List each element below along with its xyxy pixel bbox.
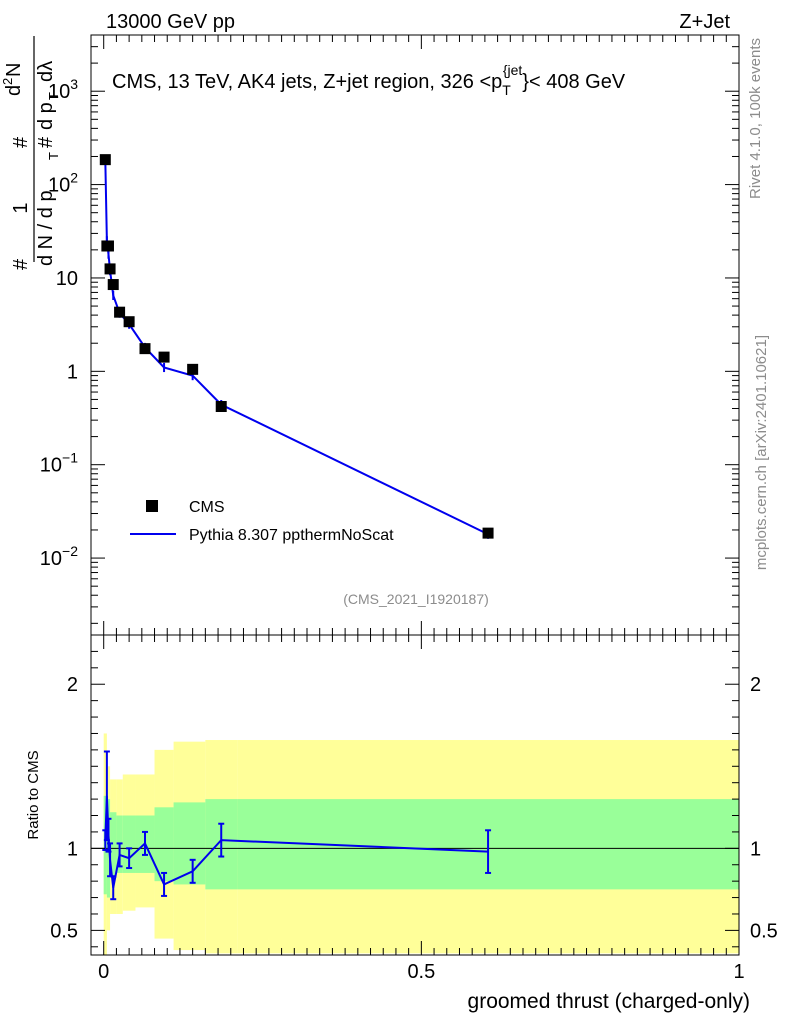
mc-series-main xyxy=(104,155,490,539)
ratio-frame xyxy=(90,634,740,956)
analysis-watermark: (CMS_2021_I1920187) xyxy=(343,591,489,607)
x-tick-label: 0.5 xyxy=(407,961,435,983)
ratio-y-tick-label: 2 xyxy=(67,674,78,696)
legend-label-pythia: Pythia 8.307 ppthermNoScat xyxy=(189,527,394,544)
mc-series-ratio xyxy=(102,750,492,901)
legend-marker-cms xyxy=(146,500,158,512)
svg-text:d p: d p xyxy=(35,102,57,130)
svg-text:#: # xyxy=(10,136,32,148)
process-label: Z+Jet xyxy=(679,11,730,33)
x-tick-labels: 0 0.5 1 xyxy=(98,961,744,983)
y-tick-label: 1 xyxy=(67,361,78,383)
y-tick-label: 102 xyxy=(48,170,78,197)
svg-text:T: T xyxy=(46,152,61,160)
main-axis-ticks xyxy=(91,34,740,635)
y-tick-label: 10−2 xyxy=(40,543,78,570)
y-tick-label: 10 xyxy=(56,268,78,290)
data-point xyxy=(139,343,151,355)
y-tick-label: 10−1 xyxy=(40,450,78,477)
ratio-y-axis-label: Ratio to CMS xyxy=(25,750,42,839)
data-point xyxy=(107,279,119,291)
data-point xyxy=(187,363,199,375)
mc-line xyxy=(104,159,489,536)
chart-title: CMS, 13 TeV, AK4 jets, Z+jet region, 326… xyxy=(112,62,626,98)
ratio-y-tick-label-right: 2 xyxy=(750,674,761,696)
band-inner-bin xyxy=(122,815,136,873)
ratio-y-tick-labels: 0.5 0.5 1 1 2 2 xyxy=(50,674,778,942)
band-inner xyxy=(103,795,739,898)
ratio-y-tick-label-right: 0.5 xyxy=(750,920,778,942)
svg-text:1: 1 xyxy=(10,202,32,213)
main-frame xyxy=(90,34,740,636)
band-inner-bin xyxy=(154,807,174,882)
data-series-main xyxy=(99,154,494,539)
ratio-y-tick-label-right: 1 xyxy=(750,838,761,860)
band-inner-bin xyxy=(110,812,117,878)
svg-text:N: N xyxy=(3,63,25,77)
data-point xyxy=(99,154,111,166)
ratio-y-tick-label: 1 xyxy=(67,838,78,860)
energy-label: 13000 GeV pp xyxy=(106,11,235,33)
legend-label-cms: CMS xyxy=(189,499,225,516)
data-point xyxy=(102,240,114,252)
legend: CMS Pythia 8.307 ppthermNoScat xyxy=(130,499,394,544)
svg-text:d N / d p: d N / d p xyxy=(35,190,57,266)
band-inner-bin xyxy=(173,802,206,885)
data-point xyxy=(104,263,116,275)
svg-text:T: T xyxy=(46,92,61,100)
ratio-y-tick-label: 0.5 xyxy=(50,920,78,942)
ratio-panel: 0.5 0.51 12 2 0 0.5 1 Ratio to CMS groomed th… xyxy=(25,634,778,1013)
data-point xyxy=(482,527,494,539)
x-tick-label: 0 xyxy=(98,961,109,983)
data-point xyxy=(114,306,126,318)
main-panel: 10−2 10−1 1 10 102 103 CMS, 13 TeV, AK4 jets,… xyxy=(0,34,740,636)
data-point xyxy=(215,401,227,413)
mcplots-label: mcplots.cern.ch [arXiv:2401.10621] xyxy=(753,335,770,570)
rivet-label: Rivet 4.1.0, 100k events xyxy=(747,38,764,199)
data-point xyxy=(123,316,135,328)
svg-text:d: d xyxy=(3,85,25,96)
svg-text:dλ: dλ xyxy=(35,61,57,82)
data-point xyxy=(158,351,170,363)
x-tick-label: 1 xyxy=(733,961,744,983)
svg-text:#: # xyxy=(10,258,32,270)
svg-text:#: # xyxy=(35,136,57,148)
x-axis-label: groomed thrust (charged-only) xyxy=(468,990,750,1013)
main-y-tick-labels: 10−2 10−1 1 10 102 103 xyxy=(40,76,78,570)
svg-text:2: 2 xyxy=(0,78,15,85)
y-tick-label: 103 xyxy=(48,76,78,103)
main-y-axis-label: # 1 d N / d p T # d 2 N # d p T dλ xyxy=(0,36,61,270)
